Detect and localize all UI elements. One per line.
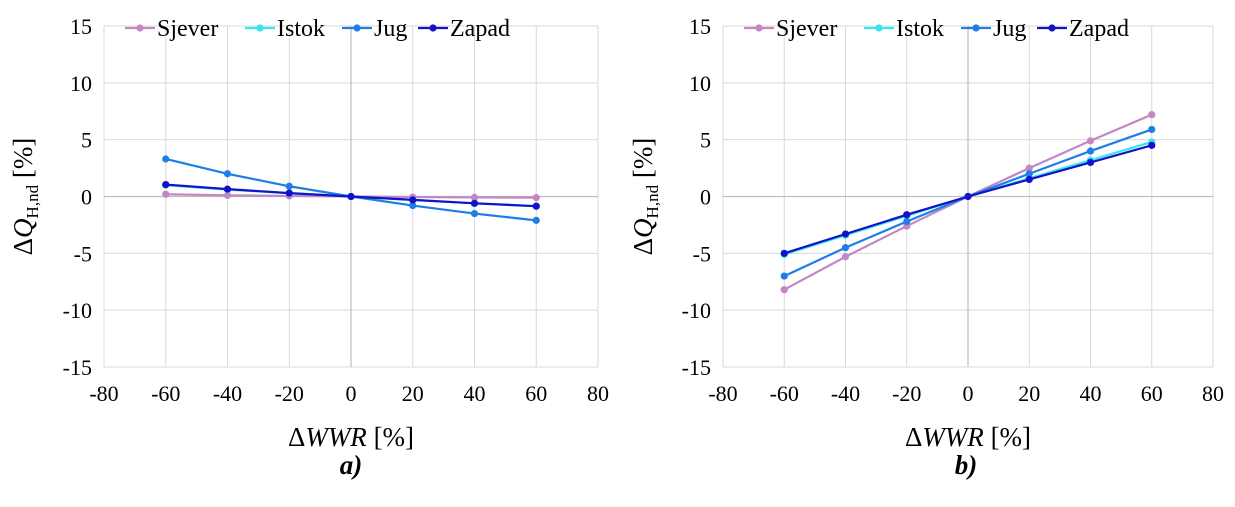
data-point-sjever	[841, 253, 850, 261]
legend-marker-istok	[875, 24, 883, 32]
x-tick-label: 0	[963, 381, 974, 406]
data-point-zapad	[470, 199, 479, 207]
data-point-jug	[470, 209, 479, 218]
x-axis-label: ΔWWR [%]	[905, 422, 1031, 452]
chart-panel-a: -80 -60 -40 -20 0 20 40 60 80 -15 -10 -5 0 5 10 15 Sjeve…	[8, 14, 609, 480]
x-tick-label: -20	[892, 381, 921, 406]
legend-label-zapad: Zapad	[1069, 16, 1129, 42]
y-tick-label: -5	[74, 241, 92, 266]
data-point-jug	[223, 170, 232, 178]
data-point-zapad	[780, 249, 788, 257]
y-tick-label: -10	[682, 298, 711, 323]
legend-marker-zapad	[1048, 24, 1056, 32]
data-point-zapad	[841, 230, 850, 238]
data-point-zapad	[162, 180, 170, 189]
data-point-zapad	[1148, 141, 1156, 149]
data-point-zapad	[903, 211, 911, 219]
data-point-jug	[780, 272, 788, 280]
legend-marker-jug	[972, 24, 980, 32]
data-point-jug	[162, 155, 170, 163]
x-tick-label: 60	[1141, 381, 1163, 406]
data-point-sjever	[223, 191, 232, 199]
y-axis-label: ΔQH,nd [%]	[8, 138, 42, 256]
y-tick-label: 15	[689, 14, 711, 39]
x-tick-label: 20	[1018, 381, 1040, 406]
x-tick-label: 20	[402, 381, 424, 406]
data-point-jug	[1148, 125, 1156, 134]
x-tick-label: -40	[831, 381, 860, 406]
legend-marker-sjever	[755, 24, 763, 32]
y-axis-label: ΔQH,nd [%]	[628, 138, 662, 256]
y-tick-label: 10	[70, 71, 92, 96]
x-tick-label: -60	[151, 381, 180, 406]
x-tick-label: -60	[770, 381, 799, 406]
x-tick-label: 80	[587, 381, 609, 406]
data-point-zapad	[409, 196, 417, 204]
data-point-zapad	[1025, 175, 1033, 184]
x-axis-label: ΔWWR [%]	[288, 422, 414, 452]
data-point-jug	[1086, 147, 1095, 155]
y-tick-label: 5	[81, 128, 92, 153]
data-point-jug	[1025, 170, 1033, 178]
x-tick-label: 0	[346, 381, 357, 406]
y-tick-label: 0	[700, 185, 711, 210]
data-point-zapad	[223, 185, 232, 193]
legend-label-istok: Istok	[896, 16, 944, 42]
data-point-jug	[409, 201, 417, 210]
data-point-sjever	[780, 286, 788, 294]
x-tick-label: -20	[275, 381, 304, 406]
panel-label: b)	[955, 450, 978, 480]
data-point-zapad	[285, 189, 293, 197]
legend-label-zapad: Zapad	[450, 16, 510, 42]
panel-label: a)	[340, 450, 363, 480]
y-tick-label: 15	[70, 14, 92, 39]
data-point-sjever	[470, 193, 479, 202]
data-point-zapad	[347, 192, 355, 201]
data-point-zapad	[964, 192, 972, 201]
legend-marker-istok	[256, 24, 264, 32]
y-tick-label: -5	[693, 241, 711, 266]
x-tick-label: 80	[1202, 381, 1224, 406]
x-tick-label: 60	[525, 381, 547, 406]
y-tick-label: -15	[63, 355, 92, 380]
legend-label-sjever: Sjever	[157, 16, 218, 42]
data-point-zapad	[532, 202, 540, 210]
x-tick-label: 40	[464, 381, 486, 406]
legend-label-jug: Jug	[993, 16, 1026, 42]
data-point-jug	[841, 244, 850, 252]
legend-marker-zapad	[429, 24, 437, 32]
data-point-sjever	[1148, 111, 1156, 119]
x-tick-label: -80	[708, 381, 737, 406]
x-tick-label: 40	[1080, 381, 1102, 406]
y-tick-label: 10	[689, 71, 711, 96]
y-tick-label: 0	[81, 185, 92, 210]
data-point-sjever	[532, 194, 540, 202]
x-tick-label: -80	[89, 381, 118, 406]
legend-label-jug: Jug	[374, 16, 407, 42]
data-point-jug	[903, 217, 911, 226]
data-point-jug	[532, 216, 540, 224]
legend-label-sjever: Sjever	[776, 16, 837, 42]
x-tick-label: -40	[213, 381, 242, 406]
data-point-sjever	[1086, 137, 1095, 145]
data-point-jug	[285, 182, 293, 190]
legend-marker-jug	[353, 24, 361, 32]
legend-label-istok: Istok	[277, 16, 325, 42]
chart-panel-b: -80 -60 -40 -20 0 20 40 60 80 -15 -10 -5 0 5 10 15 Sjeve…	[628, 14, 1224, 480]
y-tick-label: 5	[700, 128, 711, 153]
data-point-sjever	[1025, 164, 1033, 172]
data-point-sjever	[162, 190, 170, 198]
data-point-zapad	[1086, 158, 1095, 166]
legend-marker-sjever	[136, 24, 144, 32]
y-tick-label: -10	[63, 298, 92, 323]
y-tick-label: -15	[682, 355, 711, 380]
